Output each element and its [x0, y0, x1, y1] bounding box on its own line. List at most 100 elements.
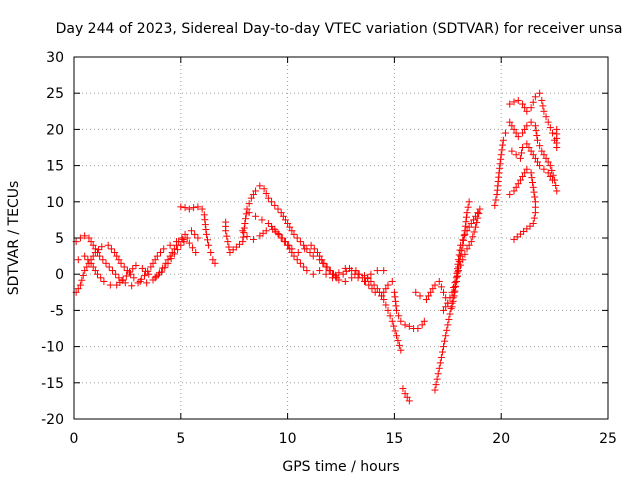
data-point — [542, 113, 550, 121]
data-point — [506, 100, 514, 108]
data-point — [548, 129, 556, 137]
data-point — [405, 397, 413, 405]
data-point — [170, 250, 178, 258]
data-point — [306, 248, 314, 256]
data-point — [397, 317, 405, 325]
data-point — [403, 393, 411, 401]
data-point — [469, 233, 477, 241]
data-point — [95, 246, 103, 254]
data-point — [461, 250, 469, 258]
data-point — [91, 267, 99, 275]
data-point — [544, 118, 552, 126]
data-point — [222, 227, 230, 235]
data-point — [79, 271, 87, 279]
data-point — [126, 268, 134, 276]
data-point — [523, 140, 531, 148]
data-point — [390, 322, 398, 330]
data-point — [371, 288, 379, 296]
data-point — [160, 245, 168, 253]
data-point — [492, 196, 500, 204]
data-point — [454, 260, 462, 268]
data-point — [365, 281, 373, 289]
data-point — [497, 151, 505, 159]
data-point — [164, 259, 172, 267]
data-point — [290, 252, 298, 260]
data-point — [129, 265, 137, 273]
data-point — [438, 348, 446, 356]
data-point — [546, 124, 554, 132]
data-point — [464, 203, 472, 211]
data-point — [429, 285, 437, 293]
data-point — [187, 227, 195, 235]
data-point — [202, 225, 210, 233]
data-point — [527, 118, 535, 126]
data-point — [444, 321, 452, 329]
data-point — [440, 288, 448, 296]
data-point — [397, 346, 405, 354]
data-point — [185, 205, 193, 213]
data-point — [81, 232, 89, 240]
data-point — [465, 223, 473, 231]
data-point — [284, 241, 292, 249]
data-point — [252, 187, 260, 195]
data-point — [102, 259, 110, 267]
data-point — [531, 93, 539, 101]
data-point — [401, 321, 409, 329]
data-point — [544, 169, 552, 177]
data-point — [418, 321, 426, 329]
data-point — [444, 299, 452, 307]
data-point — [309, 270, 317, 278]
data-point — [523, 165, 531, 173]
data-point — [309, 252, 317, 260]
data-point — [258, 216, 266, 224]
y-tick-label: -15 — [41, 376, 64, 392]
data-point — [249, 191, 257, 199]
data-point — [348, 274, 356, 282]
data-point — [378, 292, 386, 300]
data-point — [536, 142, 544, 150]
data-point — [223, 232, 231, 240]
data-point — [252, 212, 260, 220]
data-point — [512, 129, 520, 137]
data-point — [499, 141, 507, 149]
data-point — [89, 241, 97, 249]
data-point — [540, 151, 548, 159]
data-point — [496, 160, 504, 168]
data-point — [523, 107, 531, 115]
data-point — [508, 147, 516, 155]
data-point — [177, 203, 185, 211]
data-point — [440, 343, 448, 351]
data-point — [465, 198, 473, 206]
data-point — [274, 230, 282, 238]
data-point — [275, 230, 283, 238]
data-point — [431, 281, 439, 289]
data-point — [455, 251, 463, 259]
data-point — [399, 385, 407, 393]
data-point — [153, 252, 161, 260]
data-point — [341, 264, 349, 272]
data-point — [277, 209, 285, 217]
data-point — [373, 267, 381, 275]
data-point — [462, 218, 470, 226]
x-tick-label: 15 — [385, 431, 403, 447]
data-point — [247, 194, 255, 202]
data-point — [166, 241, 174, 249]
data-point — [449, 283, 457, 291]
data-point — [107, 245, 115, 253]
axis-ticks: 0 5 10 15 20 25 -20 -15 -10 -5 0 5 10 15 20 25 30 — [41, 50, 617, 447]
data-point — [89, 263, 97, 271]
data-point — [447, 305, 455, 313]
data-point — [388, 317, 396, 325]
data-point — [514, 96, 522, 104]
data-point — [530, 214, 538, 222]
data-point — [342, 267, 350, 275]
data-point — [301, 245, 309, 253]
data-point — [368, 285, 376, 293]
data-point — [322, 270, 330, 278]
data-point — [294, 248, 302, 256]
data-point — [529, 98, 537, 106]
data-point — [105, 263, 113, 271]
data-point — [108, 267, 116, 275]
data-point — [74, 256, 82, 264]
